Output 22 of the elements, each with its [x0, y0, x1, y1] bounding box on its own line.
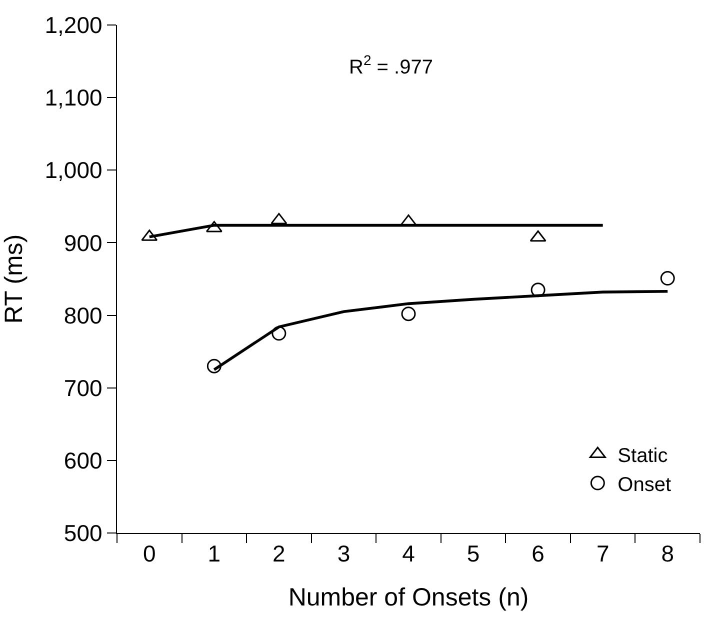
y-tick-label: 1,100 — [44, 84, 102, 111]
x-tick-label: 4 — [402, 540, 416, 567]
x-tick-label: 7 — [596, 540, 610, 567]
x-axis-title: Number of Onsets (n) — [288, 584, 529, 612]
x-tick-label: 0 — [142, 540, 156, 567]
y-tick-label: 700 — [64, 374, 102, 401]
y-tick-label: 500 — [64, 520, 102, 546]
annotation: R$^{2}$ = .977 — [349, 52, 433, 78]
y-axis-title: RT (ms) — [0, 234, 28, 324]
y-tick-label: 1,000 — [44, 157, 102, 184]
x-tick-label: 6 — [532, 540, 544, 567]
x-tick-label: 2 — [272, 540, 286, 567]
legend-label: Onset — [618, 474, 672, 496]
x-tick-label: 8 — [661, 540, 674, 567]
y-tick-label: 1,200 — [44, 12, 102, 38]
y-tick-label: 900 — [64, 230, 102, 256]
x-tick-label: 5 — [466, 540, 480, 567]
x-tick-label: 3 — [337, 540, 350, 567]
y-tick-label: 600 — [64, 447, 102, 474]
legend-label: Static — [618, 444, 668, 467]
x-tick-label: 1 — [208, 540, 221, 567]
y-tick-label: 800 — [64, 302, 102, 328]
